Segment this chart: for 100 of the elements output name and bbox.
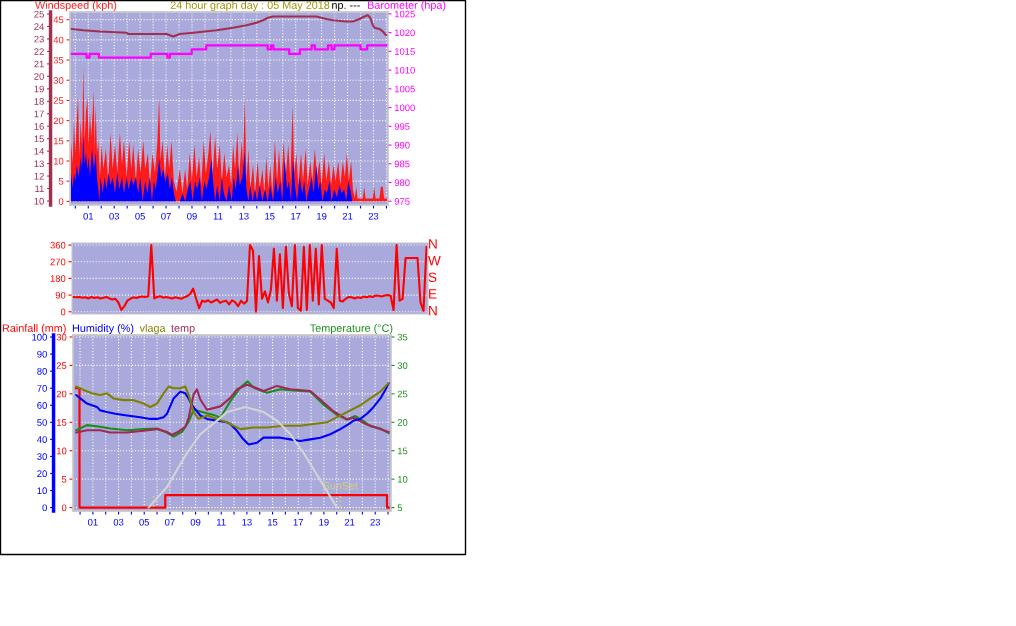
- y-tick-label: 20: [56, 390, 67, 398]
- y3-tick-label: 60: [37, 402, 47, 409]
- y3-tick-label: 17: [34, 110, 44, 118]
- y3-tick-label: 70: [37, 385, 47, 392]
- y2-tick-label: 980: [394, 179, 410, 187]
- x-tick-label: 23: [370, 518, 381, 526]
- x-tick-label: 15: [265, 212, 275, 220]
- text: W: [428, 255, 441, 266]
- y-tick-label: 40: [53, 36, 64, 44]
- y-tick-label: 20: [53, 117, 64, 125]
- y2-tick-label: 1025: [394, 10, 415, 18]
- text: Humidity (%): [72, 324, 134, 335]
- y-tick-label: 30: [53, 77, 64, 84]
- y3-tick-label: 40: [37, 436, 47, 443]
- text: Temperature (°C): [310, 324, 393, 335]
- text: vlaga: [139, 324, 166, 335]
- y2-tick-label: 20: [397, 419, 408, 426]
- y3-tick-label: 90: [37, 350, 47, 358]
- x-tick-label: 09: [187, 212, 197, 220]
- y2-tick-label: 25: [397, 390, 408, 398]
- text: N: [429, 239, 437, 249]
- y3-tick-label: 100: [32, 333, 47, 341]
- y-tick-label: 15: [53, 137, 64, 145]
- y2-tick-label: 1010: [394, 66, 415, 74]
- y2-tick-label: 975: [394, 198, 410, 205]
- y-tick-label: 25: [56, 362, 67, 369]
- y3-tick-label: 0: [42, 504, 47, 512]
- y-tick-label: 270: [50, 258, 66, 266]
- x-tick-label: 13: [242, 518, 252, 526]
- y3-tick-label: 16: [34, 123, 44, 130]
- x-tick-label: 13: [239, 212, 249, 220]
- y2-tick-label: 990: [394, 141, 410, 149]
- chart-title: 24 hour graph day : 05 May 2018: [170, 1, 330, 12]
- y-tick-label: 360: [50, 241, 66, 249]
- text: E: [429, 289, 437, 299]
- y-tick-label: 15: [56, 419, 67, 426]
- y-tick-label: 10: [56, 447, 67, 455]
- x-tick-label: 17: [291, 212, 301, 220]
- x-tick-label: 03: [113, 518, 124, 526]
- x-tick-label: 15: [268, 518, 278, 526]
- x-tick-label: 17: [293, 518, 303, 526]
- y3-tick-label: 22: [34, 48, 44, 55]
- y2-tick-label: 1005: [394, 85, 415, 93]
- y2-tick-label: 10: [397, 475, 408, 483]
- y2-tick-label: 15: [397, 447, 408, 455]
- y2-tick-label: 1020: [394, 29, 415, 37]
- ref-line-label: SunSet: [323, 481, 358, 490]
- y-tick-label: 30: [56, 333, 67, 341]
- y2-tick-label: 995: [394, 123, 410, 130]
- x-tick-label: 19: [319, 518, 329, 526]
- x-tick-label: 11: [217, 518, 226, 526]
- y3-tick-label: 18: [34, 98, 44, 105]
- y2-tick-label: 1015: [394, 48, 415, 55]
- x-tick-label: 05: [135, 212, 145, 220]
- text: np. ---: [332, 3, 360, 12]
- y-tick-label: 90: [55, 291, 66, 299]
- x-tick-label: 01: [83, 212, 94, 220]
- y3-tick-label: 10: [37, 487, 47, 495]
- y-tick-label: 0: [60, 308, 66, 316]
- text: temp: [171, 324, 195, 335]
- y3-tick-label: 25: [34, 10, 44, 18]
- y2-tick-label: 35: [397, 333, 408, 341]
- x-tick-label: 21: [342, 212, 353, 220]
- y3-tick-label: 13: [34, 160, 44, 168]
- y3-tick-label: 10: [34, 197, 44, 205]
- x-tick-label: 03: [109, 212, 120, 220]
- x-tick-label: 07: [161, 212, 171, 220]
- y3-tick-label: 21: [34, 60, 44, 68]
- y-tick-label: 180: [50, 275, 66, 282]
- y3-tick-label: 24: [34, 23, 45, 30]
- x-tick-label: 07: [165, 518, 175, 526]
- y3-tick-label: 15: [34, 135, 44, 143]
- y3-tick-label: 19: [34, 85, 44, 93]
- y-tick-label: 35: [53, 56, 64, 64]
- x-tick-label: 05: [139, 518, 150, 526]
- y3-tick-label: 30: [37, 453, 47, 460]
- y-tick-label: 45: [53, 16, 64, 24]
- x-tick-label: 01: [88, 518, 98, 526]
- x-tick-label: 21: [344, 518, 355, 526]
- y2-tick-label: 1000: [394, 104, 415, 112]
- y2-tick-label: 30: [397, 362, 408, 369]
- x-tick-label: 23: [368, 212, 379, 220]
- y3-tick-label: 80: [37, 367, 47, 375]
- y3-tick-label: 23: [34, 35, 44, 43]
- y2-tick-label: 5: [397, 504, 403, 512]
- text: N: [429, 305, 437, 316]
- y3-tick-label: 14: [34, 148, 45, 155]
- y-tick-label: 0: [58, 198, 64, 205]
- x-tick-label: 19: [317, 212, 327, 220]
- y-tick-label: 25: [53, 97, 64, 104]
- x-tick-label: 11: [213, 212, 223, 220]
- y3-tick-label: 20: [34, 73, 44, 80]
- line-series: [75, 382, 390, 446]
- y3-tick-label: 11: [35, 185, 44, 192]
- y-axis-title: Windspeed (kph): [35, 1, 117, 12]
- y-tick-label: 0: [61, 504, 67, 512]
- y-tick-label: 5: [58, 178, 64, 185]
- y-tick-label: 5: [61, 476, 67, 483]
- y2-tick-label: 985: [394, 160, 410, 168]
- y3-tick-label: 50: [37, 419, 47, 426]
